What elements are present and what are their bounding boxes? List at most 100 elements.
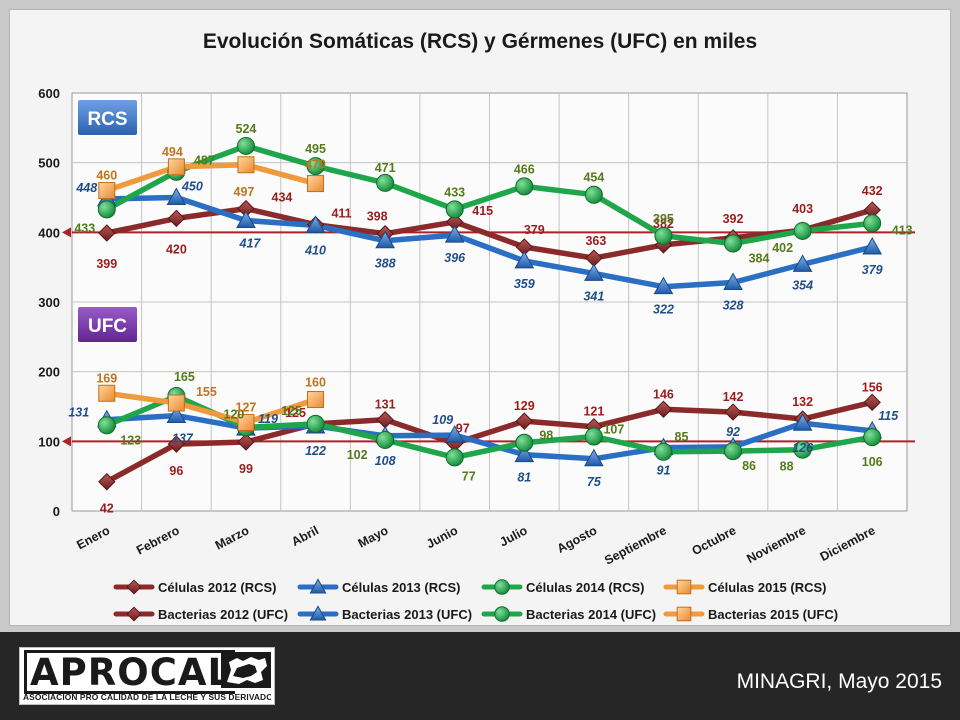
data-label: 126 — [792, 441, 814, 455]
data-label: 86 — [742, 459, 756, 473]
data-label: 122 — [305, 444, 326, 458]
data-point — [445, 448, 464, 467]
data-label: 92 — [726, 425, 740, 439]
data-label: 97 — [456, 421, 470, 435]
data-label: 495 — [305, 142, 326, 156]
data-label: 115 — [878, 409, 899, 423]
data-point — [167, 209, 186, 228]
rcs-badge-label: RCS — [87, 109, 127, 130]
data-point — [237, 156, 255, 174]
data-point — [444, 425, 465, 443]
data-label: 131 — [68, 406, 89, 420]
legend: Células 2012 (RCS) Células 2013 (RCS) Célu… — [113, 578, 838, 622]
x-tick-label: Diciembre — [818, 523, 878, 564]
data-point — [514, 444, 535, 463]
data-label: 165 — [174, 370, 195, 384]
rcs-badge: RCS — [76, 98, 139, 137]
data-label: 119 — [258, 412, 278, 426]
legend-swatch-marker — [309, 605, 327, 621]
x-tick-label: Febrero — [134, 523, 182, 557]
data-point — [375, 230, 395, 249]
series-line-2012-ufc — [104, 399, 875, 485]
y-tick-label: 100 — [38, 434, 60, 449]
data-point — [654, 400, 673, 418]
series-line-2015-rcs — [104, 162, 319, 194]
legend-swatch-marker — [676, 606, 692, 622]
data-label: 450 — [181, 180, 203, 194]
footer: APROCAL ASOCIACION PRO CALIDAD DE LA LEC… — [0, 632, 960, 720]
legend-swatch-marker — [126, 579, 142, 595]
data-point — [97, 416, 116, 435]
data-label: 121 — [583, 405, 604, 419]
data-point — [792, 413, 813, 431]
data-label: 392 — [723, 212, 744, 226]
data-point — [237, 414, 255, 432]
data-label: 384 — [749, 251, 770, 265]
logo-wordmark: APROCAL — [24, 650, 236, 694]
data-label: 398 — [367, 210, 388, 224]
data-label: 96 — [169, 464, 183, 478]
data-label: 125 — [285, 406, 306, 420]
ufc-badge-box — [76, 305, 139, 344]
map-icon — [221, 652, 271, 688]
series-line-2013-ufc — [104, 412, 875, 462]
y-tick-label: 200 — [38, 365, 60, 380]
data-label: 448 — [75, 181, 97, 195]
line-chart: Evolución Somáticas (RCS) y Gérmenes (UF… — [38, 30, 915, 622]
data-label: 127 — [236, 401, 257, 415]
legend-swatch-marker — [494, 606, 510, 622]
series-line-2015-ufc — [104, 390, 319, 426]
data-label: 42 — [100, 502, 114, 516]
data-point — [307, 391, 325, 409]
legend-label: Bacterias 2014 (UFC) — [526, 607, 656, 622]
data-label: 107 — [603, 422, 624, 436]
x-tick-label: Enero — [74, 523, 112, 552]
data-label: 420 — [166, 242, 187, 256]
data-label: 379 — [524, 223, 545, 237]
data-label: 433 — [444, 185, 465, 199]
x-tick-label: Agosto — [555, 523, 600, 556]
data-point — [793, 440, 812, 459]
legend-swatch-marker — [309, 578, 327, 594]
data-point — [792, 254, 813, 272]
data-label: 142 — [723, 390, 744, 404]
source-caption: MINAGRI, Mayo 2015 — [736, 670, 942, 693]
legend-swatch-marker — [676, 579, 692, 595]
data-point — [584, 185, 603, 204]
data-label: 471 — [375, 161, 396, 175]
data-label: 98 — [539, 429, 553, 443]
data-label: 123 — [120, 433, 141, 447]
data-label: 497 — [234, 185, 255, 199]
legend-label: Células 2012 (RCS) — [158, 580, 277, 595]
data-point — [445, 200, 464, 219]
data-label: 155 — [196, 385, 217, 399]
legend-label: Bacterias 2013 (UFC) — [342, 607, 472, 622]
series-line-2014-rcs — [104, 143, 875, 247]
legend-label: Células 2013 (RCS) — [342, 580, 461, 595]
data-label: 470 — [305, 158, 326, 172]
data-label: 125 — [281, 404, 302, 418]
data-label: 382 — [653, 217, 674, 231]
data-point — [724, 234, 743, 253]
data-label: 137 — [172, 432, 194, 446]
data-point — [98, 384, 116, 402]
data-label: 359 — [514, 277, 535, 291]
data-point — [305, 215, 326, 233]
data-label: 411 — [331, 207, 351, 221]
data-point — [654, 226, 673, 245]
data-label: 160 — [305, 376, 326, 390]
data-point — [98, 182, 116, 200]
chart-title: Evolución Somáticas (RCS) y Gérmenes (UF… — [203, 30, 757, 53]
x-tick-label: Abril — [289, 523, 321, 549]
data-label: 354 — [792, 278, 813, 292]
data-point — [514, 250, 535, 269]
data-label: 410 — [304, 243, 326, 257]
data-label: 466 — [514, 162, 535, 176]
data-point — [654, 442, 673, 461]
data-label: 106 — [862, 455, 883, 469]
data-label: 403 — [792, 202, 813, 216]
data-label: 129 — [514, 399, 535, 413]
x-tick-label: Junio — [424, 523, 460, 551]
series-markers — [96, 136, 883, 491]
